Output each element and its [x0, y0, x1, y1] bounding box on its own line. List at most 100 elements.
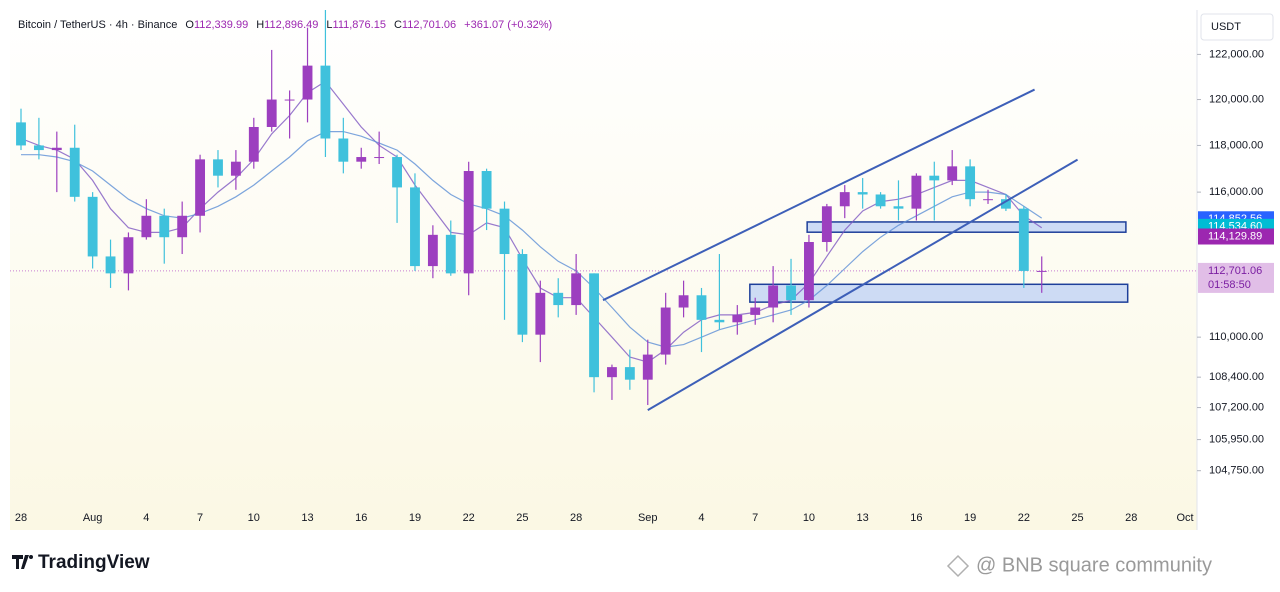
candle-body — [571, 273, 582, 306]
candle-body — [893, 206, 904, 209]
candle-body — [392, 157, 402, 188]
candle-body — [947, 166, 958, 181]
countdown: 01:58:50 — [1208, 279, 1251, 291]
x-tick-label: 10 — [803, 512, 815, 524]
candle-body — [499, 208, 510, 255]
candle-body — [266, 99, 277, 127]
candle-body — [1036, 270, 1047, 272]
y-tick-label: 107,200.00 — [1209, 401, 1264, 413]
candle-body — [338, 138, 349, 162]
ohlc-key: L — [326, 19, 332, 31]
candle-body — [965, 166, 976, 200]
candle-body — [857, 192, 868, 195]
chart-header: Bitcoin / TetherUS · 4h · Binance O112,33… — [18, 19, 552, 31]
candle-body — [678, 295, 689, 308]
candle-body — [284, 99, 295, 101]
candle-body — [87, 196, 98, 257]
x-tick-label: 13 — [301, 512, 313, 524]
candle-body — [481, 171, 492, 209]
candle-body — [553, 292, 564, 306]
price-label: 112,701.06 — [1208, 265, 1262, 277]
price-label-box — [1198, 262, 1274, 293]
x-tick-label: 7 — [197, 512, 203, 524]
candle-body — [929, 175, 940, 181]
candle-body — [821, 206, 832, 243]
x-tick-label: 19 — [409, 512, 421, 524]
candle-body — [983, 199, 993, 201]
y-tick-label: 122,000.00 — [1209, 48, 1264, 60]
candle-body — [517, 254, 528, 335]
channel-line — [647, 158, 1079, 411]
candle-body — [33, 145, 44, 151]
ohlc-value: 112,701.06 — [402, 19, 456, 31]
ohlc-key: H — [256, 19, 264, 31]
candle-body — [768, 285, 779, 308]
candle-body — [696, 295, 707, 320]
x-tick-label: 22 — [1018, 512, 1030, 524]
candle-body — [248, 126, 259, 162]
candle-body — [51, 147, 62, 151]
channel-line — [602, 88, 1036, 302]
candle-body — [159, 215, 170, 238]
price-label: 114,129.89 — [1208, 230, 1262, 242]
currency: USDT — [1211, 21, 1241, 33]
x-tick-label: Aug — [83, 512, 103, 524]
x-tick-label: 10 — [248, 512, 260, 524]
candle-body — [195, 159, 206, 216]
candle-body — [911, 175, 922, 209]
x-tick-label: 4 — [143, 512, 149, 524]
y-tick-label: 104,750.00 — [1209, 465, 1264, 477]
brand: TradingView — [38, 552, 150, 573]
candle-body — [230, 161, 241, 176]
zone — [749, 283, 1129, 303]
candle-body — [839, 192, 850, 207]
x-tick-label: 22 — [463, 512, 475, 524]
x-tick-label: 28 — [15, 512, 27, 524]
x-tick-label: 28 — [570, 512, 582, 524]
x-tick-label: 13 — [857, 512, 869, 524]
x-tick-label: 4 — [698, 512, 704, 524]
currency-box — [1200, 13, 1274, 41]
candle-body — [589, 273, 599, 378]
x-tick-label: 16 — [910, 512, 922, 524]
candle-body — [69, 147, 80, 197]
candle-body — [624, 367, 635, 380]
ohlc-key: O — [185, 19, 194, 31]
y-tick-label: 116,000.00 — [1209, 186, 1263, 198]
x-tick-label: 25 — [1071, 512, 1083, 524]
ohlc-value: 112,339.99 — [194, 19, 248, 31]
y-tick-label: 120,000.00 — [1209, 93, 1264, 105]
candle-body — [105, 256, 116, 274]
candle-body — [732, 314, 743, 323]
y-tick-label: 108,400.00 — [1209, 371, 1264, 383]
candle-body — [804, 242, 814, 301]
x-tick-label: Sep — [638, 512, 658, 524]
moving-average — [21, 131, 1043, 348]
x-tick-label: 25 — [516, 512, 528, 524]
candle-body — [463, 171, 474, 274]
candle-body — [1018, 208, 1029, 271]
candle-body — [177, 215, 188, 238]
plot-layer: 122,000.00 120,000.00 118,000.00 116,000.00… — [10, 10, 1274, 524]
ohlc-key: C — [394, 19, 402, 31]
x-tick-label: 16 — [355, 512, 367, 524]
candle-body — [320, 65, 331, 139]
candle-body — [356, 157, 367, 162]
candle-body — [714, 319, 725, 323]
candle-body — [750, 307, 761, 315]
candle-body — [660, 307, 671, 355]
zone — [806, 221, 1127, 233]
symbol: Bitcoin / TetherUS · 4h · Binance — [18, 19, 177, 31]
candle-body — [410, 187, 420, 267]
moving-average — [20, 80, 1043, 363]
candle-body — [123, 237, 134, 274]
y-tick-label: 118,000.00 — [1209, 139, 1263, 151]
price-change: +361.07 (+0.32%) — [464, 19, 552, 31]
x-tick-label: 28 — [1125, 512, 1137, 524]
brand-logo: TradingView — [12, 552, 150, 573]
candle-body — [302, 65, 313, 100]
y-tick-label: 105,950.00 — [1209, 434, 1264, 446]
candle-body — [427, 234, 438, 267]
x-tick-label: 19 — [964, 512, 976, 524]
